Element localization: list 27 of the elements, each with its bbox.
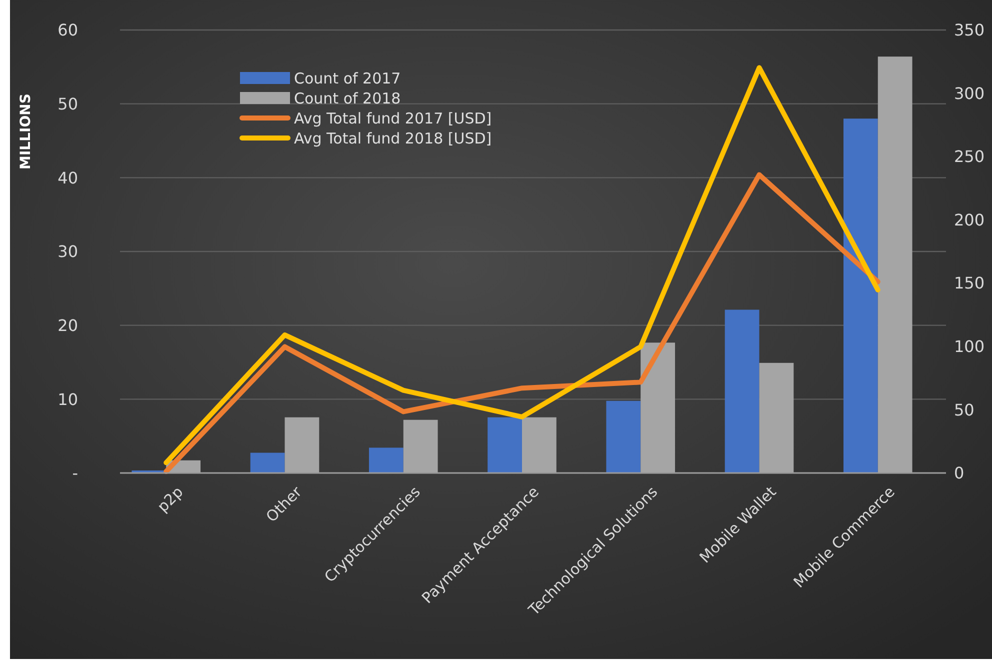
y2-tick-label: 350 xyxy=(954,20,985,40)
y-tick-label: 50 xyxy=(58,94,78,114)
y2-tick-label: 250 xyxy=(954,147,985,166)
legend-label: Count of 2018 xyxy=(294,89,401,108)
y2-tick-label: 200 xyxy=(954,210,985,230)
bar xyxy=(843,118,878,473)
x-tick-label: p2p xyxy=(154,482,187,516)
y2-tick-label: 100 xyxy=(954,337,985,356)
bar xyxy=(606,400,641,473)
y-tick-label: 10 xyxy=(58,390,78,409)
y2-tick-label: 150 xyxy=(954,274,985,293)
bar xyxy=(368,448,404,473)
bar xyxy=(724,310,760,473)
legend-label: Avg Total fund 2017 [USD] xyxy=(294,109,492,128)
y-axis-title: MILLIONS xyxy=(18,94,34,170)
bar xyxy=(250,452,285,473)
y-tick-label: 30 xyxy=(58,242,78,262)
y-tick-label: - xyxy=(72,464,78,483)
y-tick-label: 20 xyxy=(58,316,78,335)
y2-tick-label: 300 xyxy=(954,84,985,103)
legend-label: Avg Total fund 2018 [USD] xyxy=(294,129,492,148)
y-tick-label: 60 xyxy=(58,20,78,40)
y2-tick-label: 50 xyxy=(954,400,974,420)
y-tick-label: 40 xyxy=(58,168,78,188)
legend-label: Count of 2017 xyxy=(294,69,401,88)
y2-tick-label: 0 xyxy=(954,464,964,483)
bar xyxy=(488,417,522,473)
